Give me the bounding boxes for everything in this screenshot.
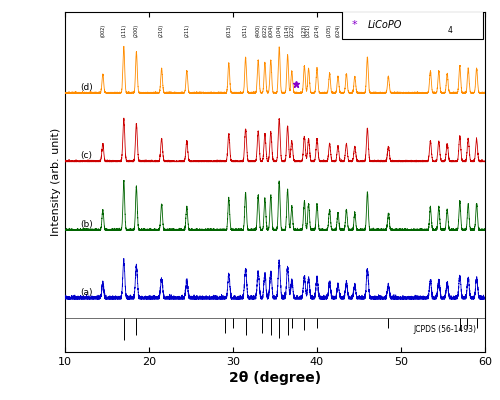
Text: (600): (600) [436,24,442,37]
Text: (222): (222) [290,24,294,37]
Text: (214): (214) [314,24,320,37]
Text: (523): (523) [474,24,479,37]
Text: (b): (b) [80,220,93,229]
Text: (114): (114) [285,24,290,37]
FancyBboxPatch shape [342,11,483,39]
Text: (311): (311) [243,24,248,37]
Text: JCPDS (56-1493): JCPDS (56-1493) [414,326,476,334]
Text: (a): (a) [80,288,92,298]
Text: (404): (404) [365,24,370,37]
Y-axis label: Intensity (arb. unit): Intensity (arb. unit) [51,128,61,236]
Text: (002): (002) [100,24,105,37]
Text: *: * [352,20,358,30]
Text: (013): (013) [226,24,232,37]
Text: (321): (321) [306,24,311,37]
Text: (c): (c) [80,151,92,160]
Text: (200): (200) [134,24,139,37]
Text: (111): (111) [122,24,126,37]
Text: (211): (211) [184,24,190,37]
Text: (210): (210) [159,24,164,37]
Text: (104): (104) [276,24,281,37]
X-axis label: 2θ (degree): 2θ (degree) [229,371,321,385]
Text: LiCoPO: LiCoPO [368,20,402,30]
Text: (105): (105) [327,24,332,37]
Text: (521): (521) [458,24,462,37]
Text: (422): (422) [352,24,358,37]
Text: (420): (420) [344,24,349,37]
Text: (503): (503) [428,24,433,37]
Text: 4: 4 [447,26,452,35]
Text: (d): (d) [80,82,93,92]
Text: (024): (024) [336,24,340,37]
Text: (234): (234) [466,24,470,37]
Text: (206): (206) [444,24,450,37]
Text: (400): (400) [256,24,260,37]
Text: (022): (022) [262,24,268,37]
Text: (123): (123) [302,24,307,37]
Text: (004): (004) [268,24,274,37]
